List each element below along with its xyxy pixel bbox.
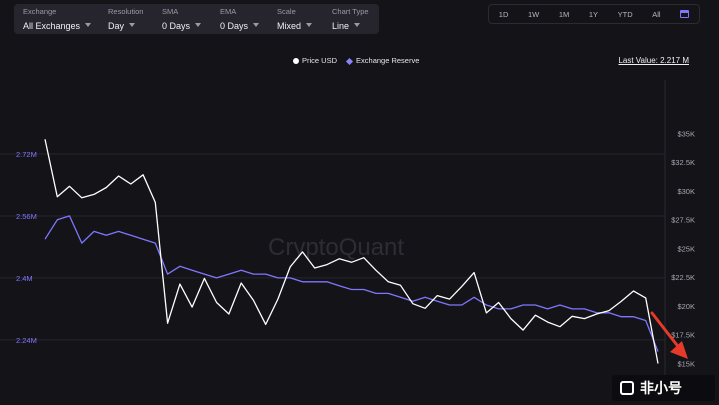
resolution-select[interactable]: Resolution Day — [108, 7, 143, 34]
right-axis-tick-label: $22.5K — [671, 273, 695, 282]
exchange-label: Exchange — [23, 7, 57, 16]
chart-type-value: Line — [332, 21, 350, 31]
left-axis-tick-label: 2.72M — [16, 150, 37, 159]
left-axis-tick-label: 2.24M — [16, 336, 37, 345]
sma-value: 0 Days — [162, 21, 191, 31]
chevron-down-icon — [195, 22, 202, 27]
right-axis-tick-label: $35K — [677, 129, 695, 138]
exchange-reserve-line — [44, 215, 659, 352]
left-axis-tick-label: 2.4M — [16, 274, 33, 283]
price-usd-line — [44, 139, 659, 364]
left-axis-tick-label: 2.56M — [16, 212, 37, 221]
legend-item-price[interactable]: Price USD — [293, 56, 337, 65]
sma-select[interactable]: SMA 0 Days — [162, 7, 202, 34]
range-1d-button[interactable]: 1D — [498, 9, 509, 19]
logo-text: 非小号 — [640, 380, 682, 396]
time-range-selector: 1D 1W 1M 1Y YTD All — [488, 4, 700, 24]
chart-settings-bar: Exchange All Exchanges Resolution Day SM… — [14, 4, 379, 34]
scale-label: Scale — [277, 7, 296, 16]
legend-reserve-label: Exchange Reserve — [356, 56, 420, 65]
scale-value: Mixed — [277, 21, 302, 31]
sma-label: SMA — [162, 7, 179, 16]
ema-select[interactable]: EMA 0 Days — [220, 7, 260, 34]
chart-type-select[interactable]: Chart Type Line — [332, 7, 369, 34]
range-ytd-button[interactable]: YTD — [617, 9, 633, 19]
watermark: CryptoQuant — [268, 234, 405, 261]
right-axis-tick-label: $25K — [677, 244, 695, 253]
right-axis-tick-label: $20K — [677, 302, 695, 311]
red-arrow-head-icon — [670, 341, 688, 359]
site-logo: 非小号 — [612, 375, 715, 401]
last-value-link[interactable]: Last Value: 2.217 M — [618, 56, 689, 65]
exchange-select[interactable]: Exchange All Exchanges — [23, 7, 92, 34]
legend-price-label: Price USD — [302, 56, 338, 65]
chart-type-label: Chart Type — [332, 7, 369, 16]
chevron-down-icon — [354, 22, 361, 27]
range-all-button[interactable]: All — [652, 9, 661, 19]
right-axis-tick-label: $30K — [677, 187, 695, 196]
range-1w-button[interactable]: 1W — [527, 9, 540, 19]
logo-mark-icon — [620, 381, 634, 395]
calendar-icon[interactable] — [680, 10, 690, 18]
chevron-down-icon — [306, 22, 313, 27]
exchange-value: All Exchanges — [23, 21, 81, 31]
right-axis-tick-label: $17.5K — [671, 331, 695, 340]
resolution-label: Resolution — [108, 7, 144, 16]
right-axis-tick-label: $32.5K — [671, 158, 695, 167]
range-1y-button[interactable]: 1Y — [588, 9, 599, 19]
chevron-down-icon — [129, 22, 136, 27]
red-arrow-shaft — [650, 311, 682, 351]
resolution-value: Day — [108, 21, 125, 31]
chevron-down-icon — [253, 22, 260, 27]
chart-legend: Price USD Exchange Reserve — [293, 56, 419, 65]
ema-value: 0 Days — [220, 21, 249, 31]
legend-item-reserve[interactable]: Exchange Reserve — [345, 56, 420, 65]
circle-marker-icon — [293, 58, 299, 65]
range-1m-button[interactable]: 1M — [558, 9, 570, 19]
ema-label: EMA — [220, 7, 237, 16]
right-axis-tick-label: $27.5K — [671, 216, 695, 225]
scale-select[interactable]: Scale Mixed — [277, 7, 313, 34]
right-axis-tick-label: $15K — [677, 359, 695, 368]
chevron-down-icon — [85, 22, 92, 27]
